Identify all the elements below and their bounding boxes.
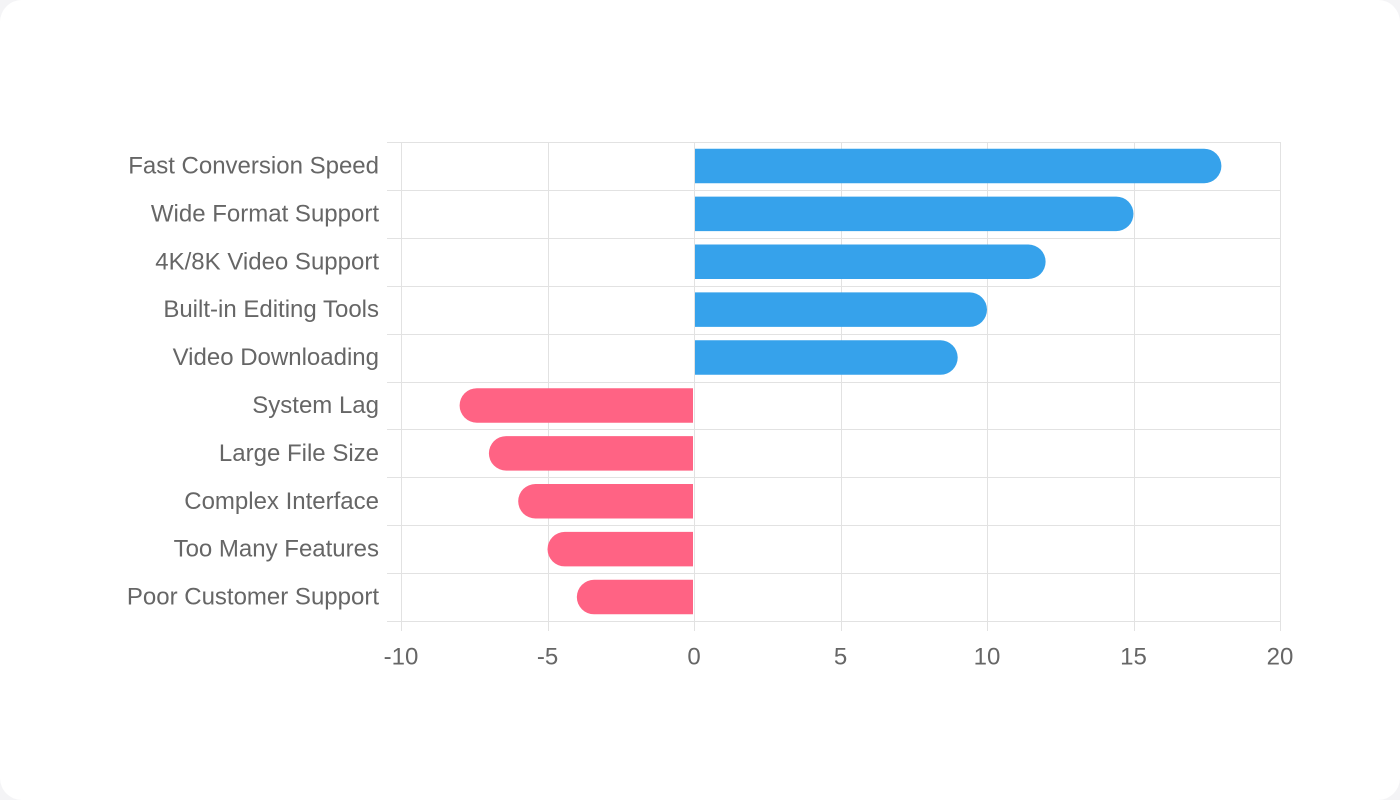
bar <box>695 244 1046 279</box>
bar <box>695 340 958 375</box>
bar <box>695 148 1222 184</box>
bar <box>518 484 693 519</box>
bars-layer <box>459 148 1222 615</box>
x-tick-label: 15 <box>1120 644 1147 671</box>
x-tick-label: 5 <box>834 644 847 671</box>
x-tick-label: -10 <box>384 644 419 671</box>
x-tick-label: -5 <box>537 644 558 671</box>
category-label: 4K/8K Video Support <box>155 248 379 275</box>
x-axis-tick-labels: -10 -5 0 5 10 15 20 <box>384 644 1294 671</box>
category-label: Complex Interface <box>184 488 379 515</box>
bar <box>695 196 1134 232</box>
bar <box>576 579 693 615</box>
bar <box>695 292 987 327</box>
category-label: Wide Format Support <box>151 200 379 227</box>
category-label: Fast Conversion Speed <box>128 152 379 179</box>
x-tick-label: 10 <box>974 644 1001 671</box>
category-labels: Fast Conversion Speed Wide Format Support… <box>127 152 379 610</box>
category-label: System Lag <box>252 392 379 419</box>
category-label: Built-in Editing Tools <box>163 296 379 323</box>
category-label: Too Many Features <box>174 536 379 563</box>
x-tick-label: 20 <box>1267 644 1294 671</box>
x-tick-label: 0 <box>687 644 700 671</box>
bar <box>488 436 693 471</box>
bar <box>459 388 693 423</box>
category-label: Large File Size <box>219 440 379 467</box>
category-label: Video Downloading <box>173 344 379 371</box>
bar <box>547 531 693 567</box>
category-label: Poor Customer Support <box>127 584 379 611</box>
grid-layer <box>387 142 1281 631</box>
